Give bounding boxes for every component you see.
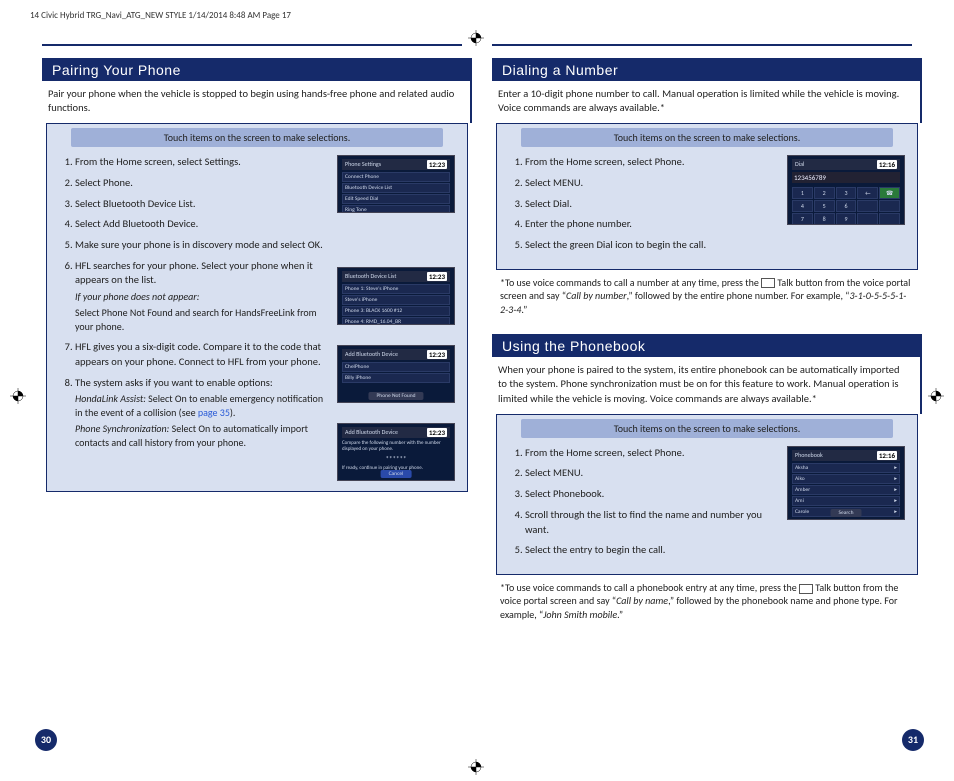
step: Make sure your phone is in discovery mod… [75, 238, 327, 253]
screenshot-column: Phone Settings12:23 Connect Phone Blueto… [337, 155, 457, 481]
box-header: Touch items on the screen to make select… [521, 128, 893, 147]
step: Select Phone. [75, 176, 327, 191]
section-intro: When your phone is paired to the system,… [492, 357, 922, 414]
section-phonebook: Using the Phonebook When your phone is p… [492, 334, 922, 625]
talk-button-icon [761, 278, 775, 288]
step: HFL searches for your phone. Select your… [75, 259, 327, 334]
step: Enter the phone number. [525, 217, 777, 232]
screen-thumb-device-list: Bluetooth Device List12:23 Phone 1: Stev… [337, 267, 455, 325]
screen-thumb-phonebook: Phonebook12:16 Aksha▸ Aiko▸ Amber▸ Ami▸ … [787, 446, 905, 520]
page-left: Pairing Your Phone Pair your phone when … [42, 44, 472, 744]
step: Select the entry to begin the call. [525, 543, 777, 558]
box-header: Touch items on the screen to make select… [71, 128, 443, 147]
step: From the Home screen, select Settings. [75, 155, 327, 170]
section-intro: Enter a 10-digit phone number to call. M… [492, 81, 922, 123]
step: HFL gives you a six-digit code. Compare … [75, 340, 327, 369]
step: Select the green Dial icon to begin the … [525, 238, 777, 253]
section-title: Using the Phonebook [492, 334, 922, 357]
print-header: 14 Civic Hybrid TRG_Navi_ATG_NEW STYLE 1… [30, 10, 291, 21]
screen-thumb-phone-settings: Phone Settings12:23 Connect Phone Blueto… [337, 155, 455, 213]
step: Select Add Bluetooth Device. [75, 217, 327, 232]
section-intro: Pair your phone when the vehicle is stop… [42, 81, 472, 123]
phonebook-footnote: *To use voice commands to call a phonebo… [492, 575, 922, 626]
step: Scroll through the list to find the name… [525, 508, 777, 537]
step: Select MENU. [525, 466, 777, 481]
page-number-left: 30 [35, 729, 57, 751]
screen-thumb-pair-code: Add Bluetooth Device12:23 Compare the fo… [337, 423, 455, 481]
step: Select MENU. [525, 176, 777, 191]
top-rule [492, 44, 912, 46]
section-title: Pairing Your Phone [42, 58, 472, 81]
screen-thumb-dial: Dial12:16 123456789 1 2 3 ← ☎ 4 5 6 [787, 155, 905, 225]
page-number-right: 31 [902, 729, 924, 751]
step: From the Home screen, select Phone. [525, 446, 777, 461]
step: From the Home screen, select Phone. [525, 155, 777, 170]
instructions-box: Touch items on the screen to make select… [496, 123, 918, 269]
pairing-steps: From the Home screen, select Settings. S… [57, 155, 327, 481]
instructions-box: Touch items on the screen to make select… [46, 123, 468, 492]
talk-button-icon [799, 584, 813, 594]
step: The system asks if you want to enable op… [75, 376, 327, 451]
registration-mark [10, 388, 26, 404]
box-header: Touch items on the screen to make select… [521, 419, 893, 438]
phonebook-steps: From the Home screen, select Phone. Sele… [507, 446, 777, 564]
section-title: Dialing a Number [492, 58, 922, 81]
instructions-box: Touch items on the screen to make select… [496, 414, 918, 575]
page-ref-link[interactable]: page 35 [198, 406, 230, 419]
registration-mark [468, 759, 484, 775]
screen-thumb-add-device: Add Bluetooth Device12:23 ChelPhone Bill… [337, 345, 455, 403]
section-dialing: Dialing a Number Enter a 10-digit phone … [492, 58, 922, 320]
section-pairing: Pairing Your Phone Pair your phone when … [42, 58, 472, 492]
page-right: Dialing a Number Enter a 10-digit phone … [492, 44, 922, 744]
step: Select Dial. [525, 197, 777, 212]
step: Select Bluetooth Device List. [75, 197, 327, 212]
dial-footnote: *To use voice commands to call a number … [492, 270, 922, 321]
registration-mark [928, 388, 944, 404]
top-rule [42, 44, 462, 46]
step: Select Phonebook. [525, 487, 777, 502]
dial-steps: From the Home screen, select Phone. Sele… [507, 155, 777, 258]
